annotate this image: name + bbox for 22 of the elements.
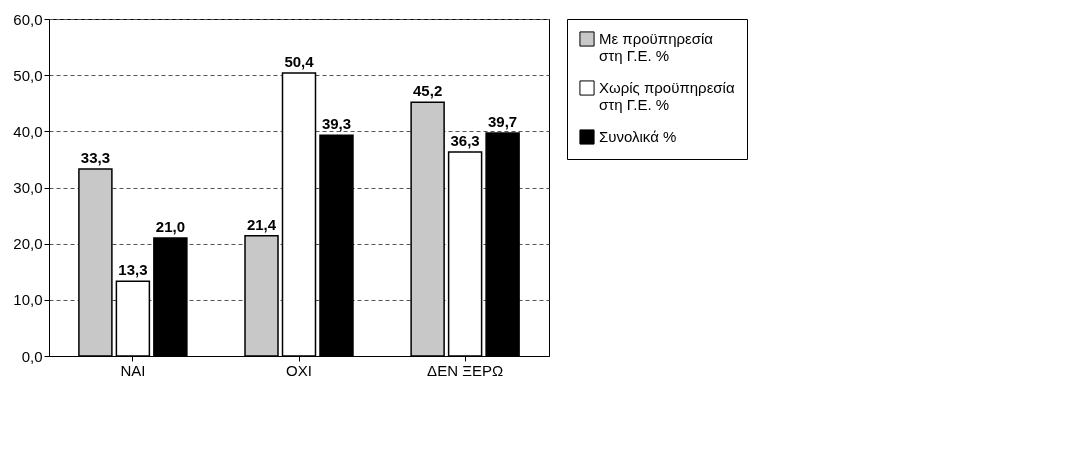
y-tick-label: 60,0 <box>13 10 43 28</box>
data-label: 45,2 <box>413 82 443 100</box>
data-label: 39,3 <box>321 115 352 133</box>
y-tick-label: 40,0 <box>13 122 43 140</box>
data-label: 33,3 <box>80 148 110 166</box>
legend-label: Με προϋπηρεσία στη Γ.Ε. % <box>599 30 714 64</box>
legend-label: Χωρίς προϋπηρεσία στη Γ.Ε. % <box>599 79 735 113</box>
y-tick-label: 30,0 <box>13 179 43 196</box>
x-tick-label: ΝΑΙ <box>120 361 146 379</box>
data-label: 36,3 <box>450 132 480 150</box>
data-label: 39,7 <box>488 113 518 131</box>
x-tick-label: ΟΧΙ <box>286 361 312 379</box>
data-label: 13,3 <box>118 261 148 279</box>
data-label: 21,4 <box>246 215 277 233</box>
x-tick-label: ΔΕΝ ΞΕΡΩ <box>427 361 504 379</box>
y-tick-label: 50,0 <box>13 66 43 84</box>
y-tick-label: 20,0 <box>13 235 43 253</box>
y-tick-label: 0,0 <box>21 347 43 365</box>
y-tick-label: 10,0 <box>13 291 43 309</box>
data-label: 50,4 <box>284 52 315 70</box>
data-label: 21,0 <box>155 218 185 236</box>
legend-label: Συνολικά % <box>599 128 677 145</box>
